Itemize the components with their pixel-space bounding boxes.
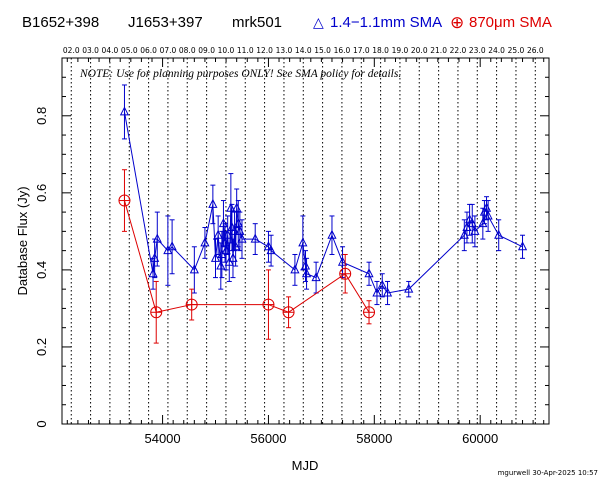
- data-point-triangle: [470, 225, 480, 235]
- data-point-triangle: [364, 268, 374, 278]
- data-point-triangle: [231, 241, 241, 251]
- data-point-triangle: [459, 229, 469, 239]
- footer-credit: mgurwell 30-Apr-2025 10:57: [498, 469, 598, 477]
- data-point-triangle: [213, 229, 223, 239]
- top-tick-label: 22.0: [450, 46, 467, 55]
- top-tick-label: 25.0: [508, 46, 525, 55]
- data-point-triangle: [150, 252, 160, 262]
- data-point-triangle: [372, 287, 382, 297]
- data-point-triangle: [220, 237, 230, 247]
- top-tick-label: 03.0: [82, 46, 99, 55]
- top-tick-label: 23.0: [469, 46, 486, 55]
- data-point-triangle: [337, 256, 348, 266]
- x-tick-label: 60000: [462, 431, 498, 446]
- data-point-triangle: [464, 214, 475, 224]
- top-tick-label: 16.0: [334, 46, 351, 55]
- data-point-triangle: [377, 279, 387, 289]
- data-point-triangle: [250, 233, 260, 243]
- data-point-triangle: [327, 229, 337, 239]
- x-tick-label: 56000: [250, 431, 286, 446]
- y-tick-label: 0.6: [34, 184, 49, 202]
- top-tick-label: 26.0: [527, 46, 544, 55]
- data-point-triangle: [223, 229, 233, 239]
- top-tick-label: 05.0: [121, 46, 138, 55]
- top-tick-label: 18.0: [372, 46, 389, 55]
- top-tick-label: 04.0: [102, 46, 119, 55]
- top-tick-label: 02.0: [63, 46, 80, 55]
- top-tick-label: 06.0: [140, 46, 157, 55]
- year-gridlines: [70, 58, 536, 424]
- top-tick-label: 10.0: [218, 46, 235, 55]
- data-point-triangle: [226, 202, 236, 212]
- source-name-1: B1652+398: [22, 14, 99, 31]
- data-point-triangle: [237, 233, 247, 243]
- data-point-triangle: [263, 241, 274, 251]
- top-tick-label: 09.0: [198, 46, 215, 55]
- top-tick-label: 08.0: [179, 46, 196, 55]
- data-point-triangle: [228, 252, 238, 262]
- data-point-triangle: [483, 210, 493, 220]
- top-tick-label: 21.0: [430, 46, 447, 55]
- data-point-triangle: [189, 264, 199, 274]
- data-point-triangle: [200, 237, 210, 247]
- x-tick-label: 58000: [356, 431, 392, 446]
- data-point-triangle: [227, 221, 237, 232]
- top-tick-label: 20.0: [411, 46, 428, 55]
- plot-frame: [61, 57, 550, 425]
- axes: 54000 56000 58000 60000 0 0.2 0.4 0.6 0.8: [34, 57, 549, 446]
- data-point-triangle: [119, 106, 130, 116]
- data-point-triangle: [229, 225, 240, 235]
- top-tick-label: 12.0: [256, 46, 273, 55]
- legend-blue-label: 1.4−1.1mm SMA: [330, 14, 442, 31]
- top-tick-label: 17.0: [353, 46, 370, 55]
- legend-red-symbol: ⊕: [450, 13, 464, 32]
- top-tick-label: 07.0: [160, 46, 177, 55]
- source-name-2: J1653+397: [128, 14, 203, 31]
- series-red: [118, 169, 376, 344]
- series-line: [123, 111, 523, 295]
- data-point-triangle: [152, 233, 162, 243]
- data-point-triangle: [216, 260, 226, 270]
- data-point-triangle: [266, 245, 276, 255]
- data-point-triangle: [300, 260, 311, 270]
- data-point-triangle: [167, 241, 177, 251]
- data-point-triangle: [298, 237, 308, 247]
- series-blue: [119, 84, 528, 306]
- y-tick-label: 0.8: [34, 107, 49, 125]
- data-point-triangle: [208, 198, 218, 208]
- planning-note: NOTE: Use for planning purposes ONLY! Se…: [79, 68, 401, 80]
- top-tick-label: 15.0: [314, 46, 331, 55]
- top-tick-label: 11.0: [237, 46, 254, 55]
- data-point-triangle: [382, 287, 393, 297]
- legend-blue-symbol: △: [313, 14, 324, 30]
- data-point-triangle: [517, 241, 528, 251]
- data-point-triangle: [290, 264, 300, 274]
- top-tick-label: 13.0: [276, 46, 293, 55]
- data-point-triangle: [210, 252, 221, 262]
- data-point-triangle: [218, 218, 229, 228]
- data-point-triangle: [467, 218, 477, 228]
- data-point-triangle: [311, 271, 321, 282]
- top-tick-label: 14.0: [295, 46, 312, 55]
- y-tick-label: 0.4: [34, 261, 49, 279]
- data-point-triangle: [301, 268, 312, 278]
- y-tick-label: 0: [34, 420, 49, 427]
- data-point-triangle: [494, 229, 504, 239]
- top-axis: 02.0 03.0 04.0 05.0 06.0 07.0 08.0 09.0 10.0 11.0…: [63, 46, 544, 55]
- y-axis-label: Database Flux (Jy): [15, 186, 30, 295]
- x-axis-label: MJD: [292, 458, 319, 473]
- x-tick-label: 54000: [144, 431, 180, 446]
- y-tick-label: 0.2: [34, 338, 49, 356]
- source-name-3: mrk501: [232, 14, 282, 31]
- top-tick-label: 19.0: [392, 46, 409, 55]
- top-tick-label: 24.0: [488, 46, 505, 55]
- data-point-triangle: [404, 283, 414, 293]
- legend-red-label: 870μm SMA: [469, 14, 552, 31]
